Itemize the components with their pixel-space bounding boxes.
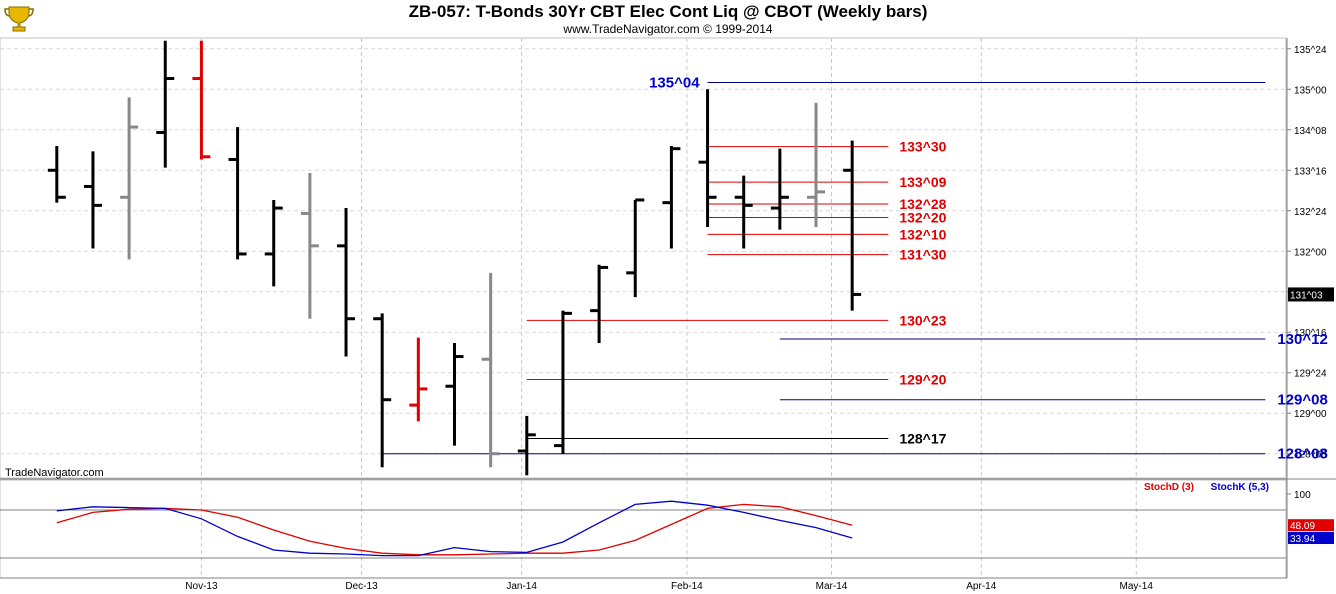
level-label: 133^30 [899, 139, 946, 155]
level-label: 130^23 [899, 312, 946, 328]
stoch-y-tick-label: 100 [1294, 490, 1311, 501]
stoch-series-line [56, 500, 853, 557]
y-tick-label: 129^00 [1294, 409, 1327, 420]
y-tick-label: 132^24 [1294, 207, 1327, 218]
y-tick-label: 130^16 [1294, 328, 1327, 339]
price-panel [0, 37, 1287, 479]
y-tick-label: 135^00 [1294, 85, 1327, 96]
level-label: 129^08 [1277, 392, 1327, 409]
y-tick-label: 134^08 [1294, 126, 1327, 137]
level-label: 135^04 [649, 75, 700, 92]
x-tick-label: Dec-13 [345, 581, 378, 592]
x-tick-label: Apr-14 [966, 581, 996, 592]
y-tick-label: 128^08 [1294, 450, 1327, 461]
x-tick-label: Feb-14 [671, 581, 703, 592]
legend-stochd: StochD (3) [1144, 482, 1194, 493]
watermark: TradeNavigator.com [5, 467, 104, 479]
x-tick-label: Jan-14 [506, 581, 537, 592]
stoch-last-label: 48.09 [1290, 521, 1315, 532]
stoch-last-label: 33.94 [1290, 534, 1315, 545]
x-tick-label: Mar-14 [816, 581, 848, 592]
level-label: 130^12 [1277, 331, 1327, 348]
chart-title: ZB-057: T-Bonds 30Yr CBT Elec Cont Liq @… [408, 2, 928, 21]
level-label: 131^30 [899, 247, 946, 263]
stoch-last-box [1288, 532, 1334, 544]
trophy-icon [4, 6, 34, 32]
y-tick-label: 129^24 [1294, 369, 1327, 380]
chart-subtitle: www.TradeNavigator.com © 1999-2014 [563, 22, 773, 36]
x-tick-label: May-14 [1120, 581, 1154, 592]
level-label: 132^28 [899, 196, 946, 212]
last-price-box [1288, 287, 1334, 302]
x-tick-label: Nov-13 [185, 581, 218, 592]
level-label: 129^20 [899, 371, 946, 387]
y-tick-label: 133^16 [1294, 166, 1327, 177]
level-label: 128^08 [1277, 446, 1327, 463]
stoch-last-box [1288, 519, 1334, 532]
level-label: 133^09 [899, 174, 946, 190]
level-label: 128^17 [899, 431, 946, 447]
y-tick-label: 132^00 [1294, 247, 1327, 258]
y-tick-label: 135^24 [1294, 45, 1327, 56]
level-label: 132^20 [899, 210, 946, 226]
legend-stochk: StochK (5,3) [1211, 482, 1269, 493]
last-price-label: 131^03 [1290, 290, 1323, 301]
stochastic-panel [0, 479, 1287, 579]
level-label: 132^10 [899, 226, 946, 242]
